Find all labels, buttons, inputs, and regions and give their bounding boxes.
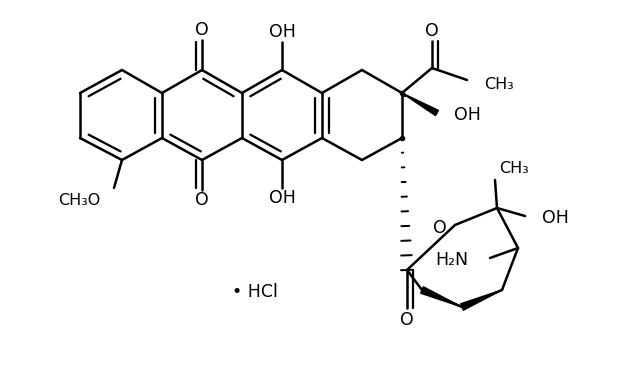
Text: OH: OH [454, 106, 481, 124]
Polygon shape [420, 287, 462, 307]
Text: CH₃: CH₃ [499, 161, 529, 176]
Text: O: O [195, 191, 209, 209]
Text: O: O [433, 219, 447, 237]
Text: O: O [400, 311, 414, 329]
Text: CH₃O: CH₃O [58, 193, 100, 207]
Text: OH: OH [269, 23, 296, 41]
Text: O: O [425, 22, 439, 40]
Polygon shape [402, 93, 438, 115]
Text: • HCl: • HCl [232, 283, 278, 301]
Text: OH: OH [542, 209, 569, 227]
Text: H₂N: H₂N [435, 251, 468, 269]
Polygon shape [461, 290, 502, 310]
Text: OH: OH [269, 189, 296, 207]
Text: O: O [195, 21, 209, 39]
Text: CH₃: CH₃ [484, 76, 514, 92]
